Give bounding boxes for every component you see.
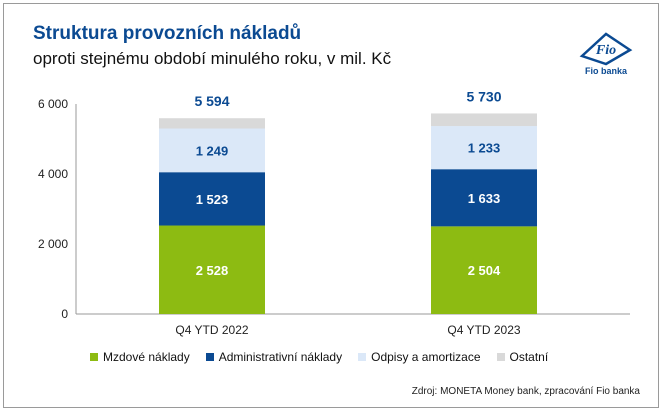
bar-segment — [159, 118, 265, 129]
source-note: Zdroj: MONETA Money bank, zpracování Fio… — [411, 386, 640, 397]
legend-swatch — [90, 353, 98, 361]
bar-segment — [159, 172, 265, 226]
legend-label: Odpisy a amortizace — [371, 350, 481, 364]
bar-segment — [431, 169, 537, 227]
legend-label: Administrativní náklady — [218, 350, 343, 364]
bar-segment — [159, 225, 265, 314]
legend-item: Administrativní náklady — [205, 350, 343, 364]
chart-frame — [3, 3, 659, 408]
bar-segment — [431, 226, 537, 314]
x-tick-label: Q4 YTD 2022 — [175, 323, 248, 337]
legend-swatch — [496, 353, 505, 361]
fio-banka-logo: Fio Fio banka — [576, 30, 636, 76]
legend-item: Ostatní — [496, 350, 549, 364]
fio-logo-icon: Fio — [579, 32, 633, 66]
bar-segment — [431, 126, 537, 170]
chart-legend: Mzdové náklady Administrativní náklady Odp… — [90, 350, 548, 364]
data-label: 1 249 — [196, 143, 229, 158]
y-tick-label: 2 000 — [38, 237, 68, 251]
legend-item: Mzdové náklady — [90, 350, 190, 364]
legend-swatch — [358, 353, 367, 361]
y-tick-label: 6 000 — [38, 97, 68, 111]
chart-subtitle: oproti stejnému období minulého roku, v … — [33, 49, 392, 68]
legend-swatch — [205, 353, 214, 361]
bar-segment — [431, 113, 537, 127]
legend-item: Odpisy a amortizace — [358, 350, 481, 364]
y-tick-label: 0 — [61, 307, 68, 321]
legend-label: Mzdové náklady — [103, 350, 190, 364]
chart-title: Struktura provozních nákladů — [33, 23, 302, 44]
logo-text: Fio banka — [584, 66, 627, 76]
data-label: 1 633 — [468, 191, 501, 206]
data-label: 2 528 — [196, 263, 229, 278]
total-label: 5 730 — [466, 88, 501, 104]
legend-label: Ostatní — [509, 350, 549, 364]
total-label: 5 594 — [194, 93, 229, 109]
data-label: 1 523 — [196, 192, 229, 207]
y-tick-label: 4 000 — [38, 167, 68, 181]
bar-segment — [159, 128, 265, 173]
x-tick-label: Q4 YTD 2023 — [447, 323, 520, 337]
data-label: 1 233 — [468, 141, 501, 156]
logo-mark: Fio — [595, 43, 616, 58]
data-label: 2 504 — [468, 263, 501, 278]
